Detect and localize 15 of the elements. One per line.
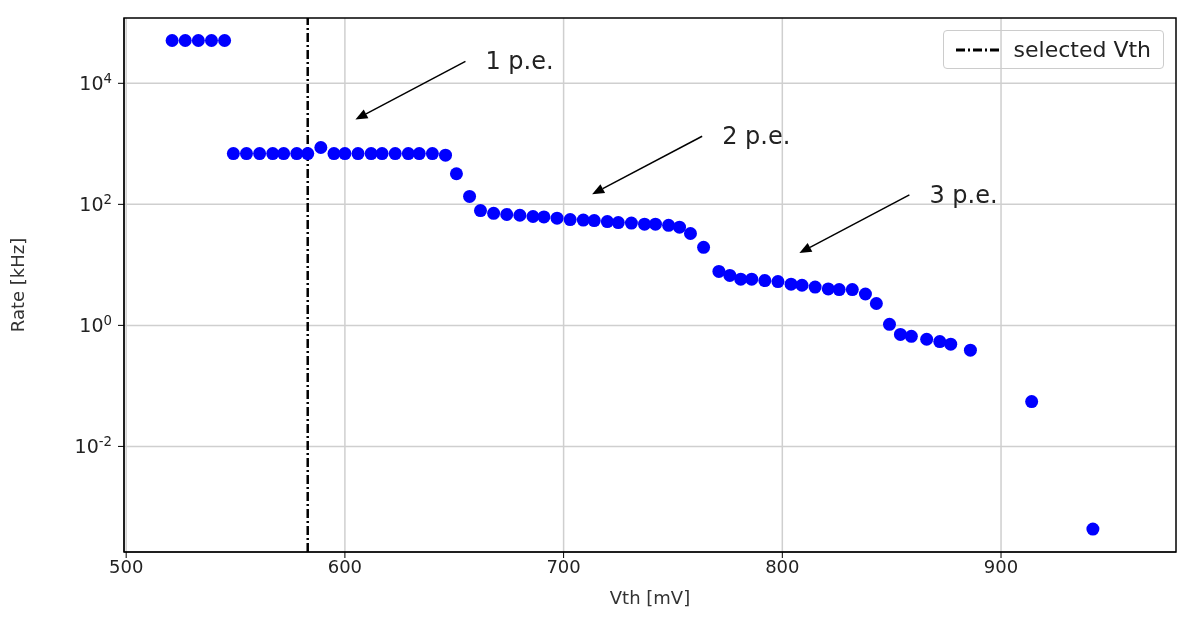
annotation: 3 p.e.: [929, 180, 998, 209]
x-tick-label: 800: [765, 555, 800, 577]
annotation: 1 p.e.: [485, 47, 554, 76]
y-axis-title: Rate [kHz]: [7, 237, 29, 333]
x-tick-label: 900: [983, 555, 1019, 577]
x-axis-title: Vth [mV]: [609, 587, 691, 608]
x-tick-label: 500: [109, 555, 144, 577]
annotation: 2 p.e.: [722, 122, 791, 151]
x-tick-label: 600: [327, 555, 363, 577]
y-tick-label: 10$^{-2}$: [74, 433, 112, 458]
y-tick-label: 10$^{2}$: [79, 191, 112, 216]
y-tick-label: 10$^{0}$: [79, 312, 112, 337]
ref-line-label: selected Vth: [1013, 37, 1151, 62]
y-tick-label: 10$^{4}$: [79, 70, 112, 95]
x-tick-label: 700: [546, 555, 581, 577]
